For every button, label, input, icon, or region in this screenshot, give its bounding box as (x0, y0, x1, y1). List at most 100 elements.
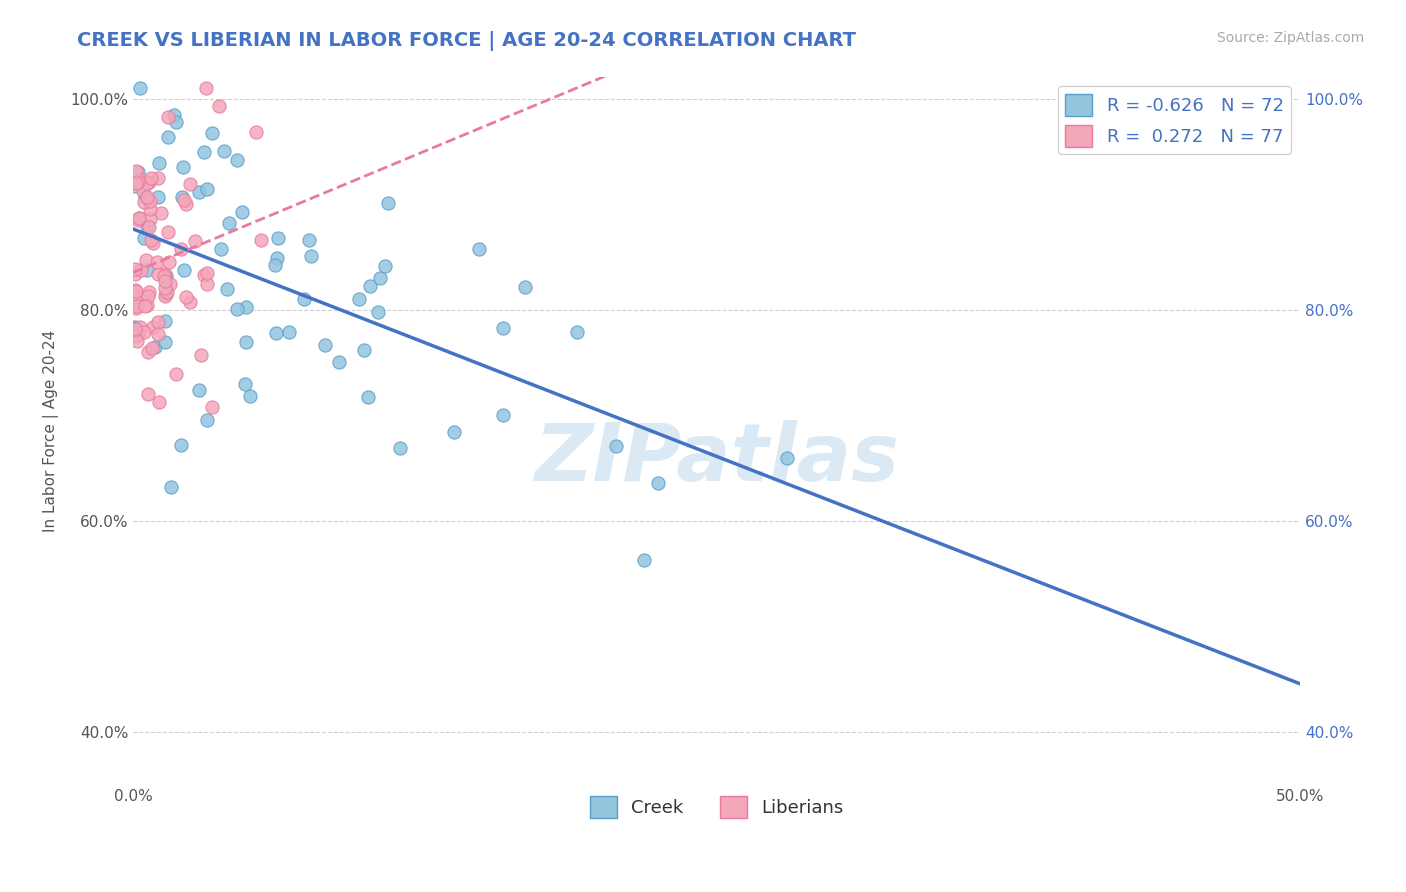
Point (226, 153, 249, 168)
Point (142, 320, 165, 334)
Text: CREEK VS LIBERIAN IN LABOR FORCE | AGE 20-24 CORRELATION CHART: CREEK VS LIBERIAN IN LABOR FORCE | AGE 2… (77, 31, 856, 51)
Point (128, 211, 150, 225)
Point (266, 251, 288, 265)
Point (226, 302, 249, 317)
Point (157, 110, 180, 124)
Point (163, 108, 186, 122)
Point (136, 387, 159, 401)
Point (155, 335, 177, 350)
Point (195, 266, 218, 280)
Point (132, 184, 155, 198)
Point (124, 321, 146, 335)
Point (188, 384, 211, 398)
Point (124, 329, 146, 343)
Point (443, 425, 465, 439)
Point (239, 389, 262, 403)
Point (155, 268, 177, 283)
Point (146, 190, 169, 204)
Point (377, 196, 399, 211)
Point (174, 197, 197, 211)
Point (143, 340, 166, 354)
Point (125, 284, 148, 298)
Point (136, 176, 159, 190)
Point (157, 255, 180, 269)
Point (148, 395, 170, 409)
Point (233, 376, 256, 391)
Point (263, 258, 285, 272)
Point (184, 235, 207, 249)
Point (139, 194, 162, 209)
Point (201, 400, 224, 414)
Point (146, 315, 169, 329)
Point (135, 253, 157, 268)
Point (201, 126, 224, 140)
Point (148, 156, 170, 170)
Point (153, 281, 176, 295)
Point (149, 206, 172, 220)
Point (127, 175, 149, 189)
Point (235, 334, 257, 349)
Point (141, 341, 163, 355)
Point (134, 195, 156, 210)
Point (468, 242, 491, 256)
Point (128, 81, 150, 95)
Point (124, 179, 146, 194)
Point (157, 129, 180, 144)
Point (128, 211, 150, 226)
Point (170, 438, 193, 452)
Point (139, 233, 162, 247)
Point (124, 283, 146, 297)
Point (124, 262, 146, 277)
Point (515, 280, 537, 294)
Y-axis label: In Labor Force | Age 20-24: In Labor Force | Age 20-24 (44, 330, 59, 532)
Text: ZIPatlas: ZIPatlas (534, 420, 898, 499)
Point (146, 326, 169, 341)
Point (215, 282, 238, 296)
Point (776, 450, 799, 465)
Point (389, 441, 412, 455)
Point (170, 190, 193, 204)
Point (353, 343, 375, 357)
Point (218, 217, 240, 231)
Point (165, 368, 187, 382)
Point (129, 262, 152, 277)
Point (357, 390, 380, 404)
Point (127, 327, 149, 342)
Point (153, 274, 176, 288)
Point (292, 292, 315, 306)
Point (128, 295, 150, 310)
Point (368, 270, 391, 285)
Point (173, 263, 195, 277)
Point (267, 231, 290, 245)
Point (146, 170, 169, 185)
Point (170, 243, 193, 257)
Point (347, 292, 370, 306)
Point (136, 345, 159, 359)
Point (165, 115, 187, 129)
Point (134, 299, 156, 313)
Point (129, 172, 152, 186)
Point (159, 480, 181, 494)
Point (193, 145, 215, 159)
Point (139, 171, 162, 186)
Point (155, 287, 177, 301)
Point (208, 99, 231, 113)
Point (127, 213, 149, 227)
Point (145, 255, 167, 269)
Point (174, 290, 197, 304)
Legend: Creek, Liberians: Creek, Liberians (582, 789, 851, 825)
Point (245, 125, 267, 139)
Point (136, 176, 159, 190)
Point (146, 267, 169, 281)
Point (492, 409, 515, 423)
Point (129, 319, 152, 334)
Point (138, 285, 160, 299)
Point (139, 202, 162, 216)
Point (193, 268, 215, 283)
Point (153, 268, 176, 283)
Point (127, 174, 149, 188)
Point (374, 259, 396, 273)
Point (172, 161, 194, 175)
Point (231, 205, 253, 219)
Point (141, 235, 163, 250)
